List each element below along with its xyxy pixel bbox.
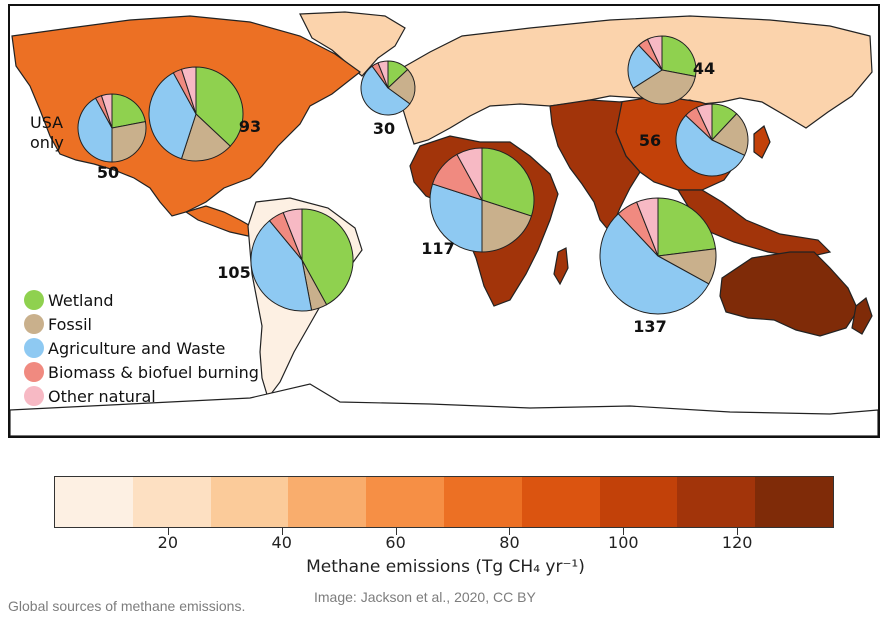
legend-item-agriculture: Agriculture and Waste — [24, 336, 259, 360]
colorbar-tick-label-20: 20 — [157, 533, 179, 552]
colorbar-tick-100 — [623, 528, 625, 535]
colorbar-segment-1 — [132, 477, 211, 527]
pie-total-label-usa: 50 — [97, 163, 119, 182]
pie-slice-russia-wetland — [661, 35, 697, 77]
pie-total-label-africa: 117 — [421, 239, 454, 258]
colorbar-segment-0 — [55, 477, 133, 527]
legend-item-biomass: Biomass & biofuel burning — [24, 360, 259, 384]
pie-slice-usa-wetland — [111, 93, 146, 129]
new-zealand-land — [851, 296, 873, 335]
colorbar-segment-7 — [599, 477, 678, 527]
japan-land — [753, 125, 771, 159]
pie-south-asia — [599, 197, 717, 315]
map-legend: Wetland Fossil Agriculture and Waste Bio… — [24, 288, 259, 408]
figure-caption: Global sources of methane emissions. — [8, 598, 246, 614]
colorbar-tick-label-40: 40 — [271, 533, 292, 552]
legend-swatch-agriculture — [24, 338, 44, 358]
pie-slice-north-america-other — [180, 66, 197, 115]
legend-swatch-fossil — [24, 314, 44, 334]
legend-swatch-other — [24, 386, 44, 406]
colorbar-segment-5 — [443, 477, 522, 527]
pie-europe — [360, 60, 416, 116]
legend-label-agriculture: Agriculture and Waste — [48, 338, 226, 358]
colorbar — [54, 476, 834, 528]
pie-slice-north-america-wetland — [195, 66, 244, 147]
usa-only-label-line2: only — [30, 133, 64, 152]
methane-map: 50 93 30 44 56 117 105 137 USA only Wetland Fos… — [8, 4, 880, 438]
pie-slice-europe-agriculture — [360, 65, 411, 116]
pie-slice-china-other — [696, 103, 713, 141]
colorbar-tick-40 — [281, 528, 283, 535]
colorbar-segment-3 — [288, 477, 367, 527]
pie-usa — [77, 93, 147, 163]
pie-label-layer: 50 93 30 44 56 117 105 137 — [97, 59, 715, 336]
pie-slice-south-america-agriculture — [250, 219, 313, 312]
pie-slice-africa-fossil — [481, 199, 533, 253]
pie-total-label-russia: 44 — [693, 59, 715, 78]
pie-slice-russia-agriculture — [627, 44, 663, 89]
pie-slice-south-asia-agriculture — [599, 213, 710, 315]
pie-slice-usa-other — [100, 93, 113, 129]
pie-total-label-south-america: 105 — [217, 263, 250, 282]
colorbar-segment-8 — [677, 477, 756, 527]
legend-item-other: Other natural — [24, 384, 259, 408]
pie-total-label-europe: 30 — [373, 119, 395, 138]
pie-south-america — [250, 208, 354, 312]
pie-total-label-china: 56 — [639, 131, 661, 150]
pie-russia — [627, 35, 697, 105]
colorbar-segment-4 — [366, 477, 444, 527]
pie-total-label-north-america: 93 — [239, 117, 261, 136]
pie-slice-usa-agriculture — [77, 97, 113, 163]
greenland-land — [299, 11, 406, 77]
pie-slice-russia-other — [646, 35, 663, 71]
pie-slice-europe-fossil — [387, 68, 416, 105]
colorbar-tick-120 — [737, 528, 739, 535]
madagascar-land — [553, 247, 569, 286]
pie-slice-africa-wetland — [481, 147, 535, 217]
pie-slice-europe-other — [377, 60, 389, 89]
pie-slice-africa-agriculture — [429, 183, 483, 253]
legend-swatch-wetland — [24, 290, 44, 310]
pie-north-america — [148, 66, 244, 162]
pie-china — [675, 103, 749, 177]
colorbar-tick-20 — [167, 528, 169, 535]
colorbar-tick-label-100: 100 — [608, 533, 639, 552]
australia-land — [719, 251, 859, 337]
pie-slice-south-asia-wetland — [657, 197, 717, 257]
pie-slice-usa-fossil — [111, 121, 147, 163]
image-credit: Image: Jackson et al., 2020, CC BY — [314, 589, 536, 605]
colorbar-segment-6 — [521, 477, 600, 527]
legend-item-fossil: Fossil — [24, 312, 259, 336]
pie-slice-south-asia-other — [636, 197, 659, 257]
pie-slice-africa-other — [456, 147, 483, 201]
legend-item-wetland: Wetland — [24, 288, 259, 312]
colorbar-segment-9 — [755, 477, 833, 527]
usa-only-label-line1: USA — [30, 113, 63, 132]
legend-swatch-biomass — [24, 362, 44, 382]
colorbar-tick-60 — [395, 528, 397, 535]
world-map-svg: 50 93 30 44 56 117 105 137 USA only — [10, 11, 878, 436]
legend-label-fossil: Fossil — [48, 314, 92, 334]
pie-slice-china-agriculture — [675, 114, 746, 177]
colorbar-tick-label-120: 120 — [721, 533, 753, 552]
pie-africa — [429, 147, 535, 253]
colorbar-tick-label-80: 80 — [499, 533, 520, 552]
legend-label-other: Other natural — [48, 386, 156, 406]
pie-layer — [77, 35, 749, 315]
pie-total-label-south-asia: 137 — [633, 317, 666, 336]
pie-slice-south-america-other — [282, 208, 303, 261]
pie-slice-north-america-fossil — [180, 113, 231, 162]
pie-slice-north-america-agriculture — [148, 72, 197, 160]
colorbar-tick-label-60: 60 — [385, 533, 406, 552]
pie-slice-south-america-wetland — [301, 208, 354, 306]
pie-slice-china-fossil — [711, 113, 749, 156]
legend-label-biomass: Biomass & biofuel burning — [48, 362, 259, 382]
colorbar-tick-80 — [509, 528, 511, 535]
legend-label-wetland: Wetland — [48, 290, 114, 310]
colorbar-title: Methane emissions (Tg CH₄ yr⁻¹) — [306, 557, 585, 577]
antarctica-land — [10, 383, 878, 436]
colorbar-segment-2 — [210, 477, 289, 527]
